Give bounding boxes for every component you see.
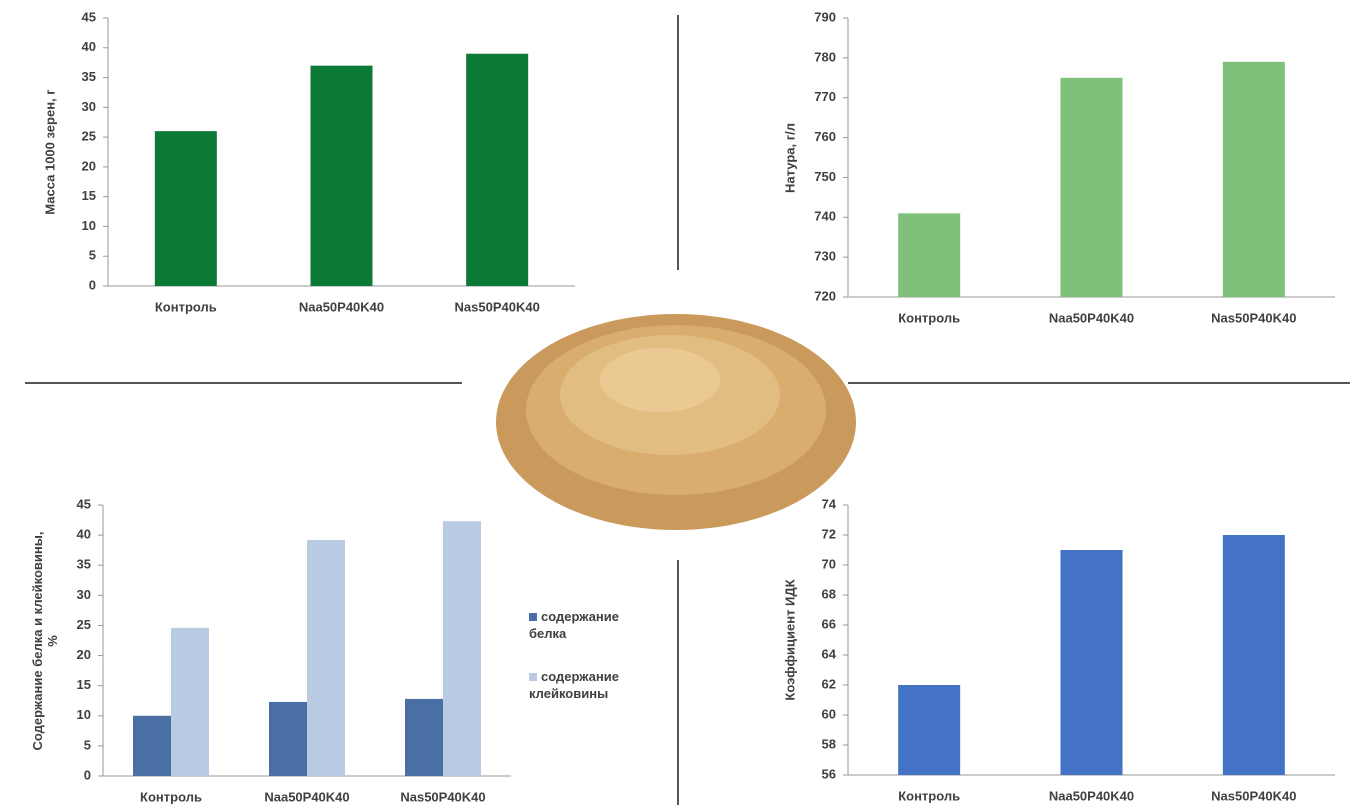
bar xyxy=(1061,550,1123,775)
y-tick-label: 30 xyxy=(82,99,96,114)
y-tick-label: 35 xyxy=(77,557,91,572)
y-axis-label: Содержание белка и клейковины, % xyxy=(30,526,60,756)
y-tick-label: 40 xyxy=(82,39,96,54)
x-tick-label: Контроль xyxy=(140,789,202,804)
y-tick-label: 740 xyxy=(814,209,836,224)
grain-pile xyxy=(496,314,856,530)
y-tick-label: 58 xyxy=(822,736,836,751)
y-tick-label: 72 xyxy=(822,526,836,541)
bar xyxy=(405,699,443,776)
charts: 0 5 10 15 20 25 30 35 40 45 Контроль Naa50P40K40 Nas… xyxy=(0,0,1352,811)
bar xyxy=(466,54,528,286)
y-tick-label: 15 xyxy=(82,188,96,203)
y-tick-label: 730 xyxy=(814,249,836,264)
y-tick-label: 64 xyxy=(822,646,837,661)
x-tick-label: Naa50P40K40 xyxy=(1049,310,1134,325)
legend-entry: содержание клейковины xyxy=(529,668,649,702)
y-tick-label: 45 xyxy=(82,9,96,24)
y-tick-label: 20 xyxy=(82,158,96,173)
x-tick-label: Контроль xyxy=(898,310,960,325)
y-tick-label: 60 xyxy=(822,706,836,721)
x-tick-label: Nas50P40K40 xyxy=(1211,788,1296,803)
y-tick-label: 0 xyxy=(84,767,91,782)
x-tick-label: Naa50P40K40 xyxy=(264,789,349,804)
bar xyxy=(155,131,217,286)
legend-swatch xyxy=(529,613,537,621)
bar xyxy=(1061,78,1123,297)
bar xyxy=(269,702,307,776)
y-axis-label: Натура, г/л xyxy=(783,43,798,273)
x-tick-label: Контроль xyxy=(898,788,960,803)
y-tick-label: 780 xyxy=(814,49,836,64)
y-axis-label: Масса 1000 зерен, г xyxy=(43,37,58,267)
x-tick-label: Nas50P40K40 xyxy=(400,789,485,804)
y-tick-label: 74 xyxy=(822,496,837,511)
bar xyxy=(311,66,373,286)
y-tick-label: 45 xyxy=(77,496,91,511)
y-tick-label: 20 xyxy=(77,647,91,662)
y-tick-label: 10 xyxy=(77,707,91,722)
y-tick-label: 770 xyxy=(814,89,836,104)
legend-entry: содержание белка xyxy=(529,608,649,642)
y-tick-label: 750 xyxy=(814,169,836,184)
y-tick-label: 760 xyxy=(814,129,836,144)
y-tick-label: 70 xyxy=(822,556,836,571)
bar xyxy=(307,540,345,776)
y-tick-label: 66 xyxy=(822,616,836,631)
bar xyxy=(1223,535,1285,775)
bar xyxy=(133,716,171,776)
x-tick-label: Naa50P40K40 xyxy=(299,299,384,314)
x-tick-label: Nas50P40K40 xyxy=(455,299,540,314)
y-tick-label: 0 xyxy=(89,277,96,292)
y-tick-label: 40 xyxy=(77,527,91,542)
y-tick-label: 56 xyxy=(822,766,836,781)
y-tick-label: 5 xyxy=(84,737,91,752)
y-tick-label: 720 xyxy=(814,288,836,303)
y-tick-label: 68 xyxy=(822,586,836,601)
y-tick-label: 15 xyxy=(77,677,91,692)
x-tick-label: Naa50P40K40 xyxy=(1049,788,1134,803)
legend-label: содержание клейковины xyxy=(529,669,619,701)
y-tick-label: 790 xyxy=(814,9,836,24)
x-tick-label: Nas50P40K40 xyxy=(1211,310,1296,325)
y-tick-label: 25 xyxy=(82,129,96,144)
y-tick-label: 30 xyxy=(77,587,91,602)
y-axis-label: Коэффициент ИДК xyxy=(783,525,798,755)
bar xyxy=(1223,62,1285,297)
page: 0 5 10 15 20 25 30 35 40 45 Контроль Naa50P40K40 Nas… xyxy=(0,0,1352,811)
bar xyxy=(171,628,209,776)
legend-swatch xyxy=(529,673,537,681)
bar xyxy=(898,213,960,297)
y-tick-label: 35 xyxy=(82,69,96,84)
x-tick-label: Контроль xyxy=(155,299,217,314)
y-tick-label: 10 xyxy=(82,218,96,233)
legend-label: содержание белка xyxy=(529,609,619,641)
bar xyxy=(898,685,960,775)
grain xyxy=(600,348,720,412)
y-tick-label: 5 xyxy=(89,248,96,263)
y-tick-label: 25 xyxy=(77,617,91,632)
bar xyxy=(443,521,481,776)
y-tick-label: 62 xyxy=(822,676,836,691)
